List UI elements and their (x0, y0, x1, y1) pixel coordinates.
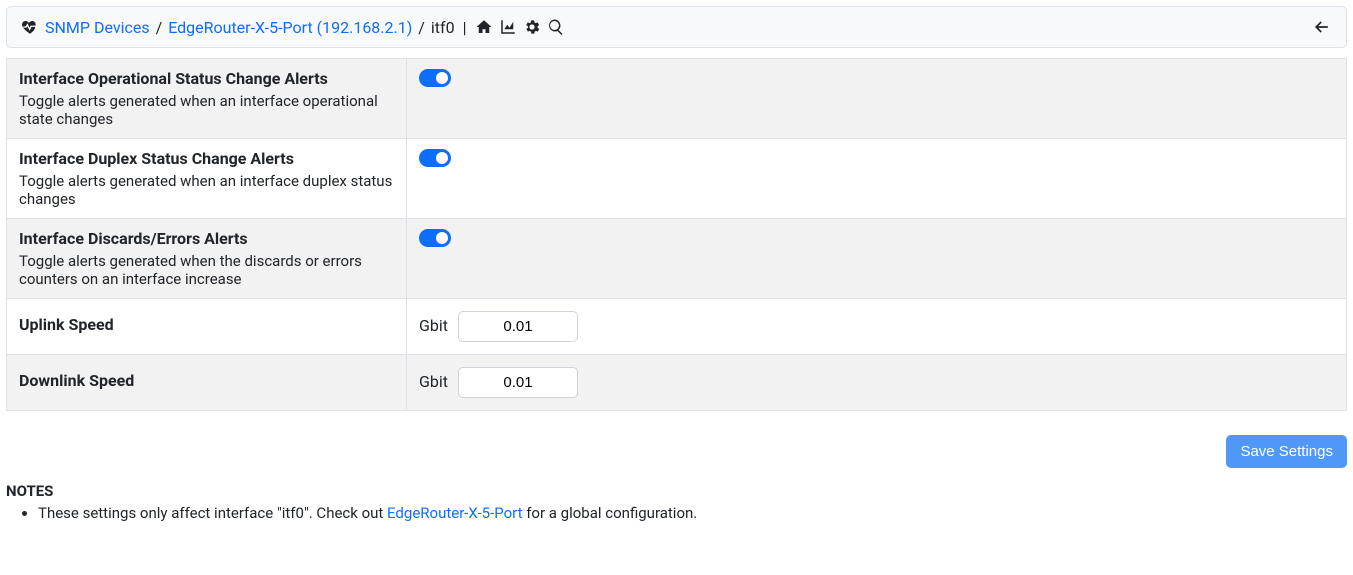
heartbeat-icon (21, 18, 39, 36)
setting-description: Toggle alerts generated when the discard… (19, 252, 394, 288)
notes-list: These settings only affect interface "it… (6, 504, 1347, 522)
setting-title: Interface Duplex Status Change Alerts (19, 149, 394, 168)
uplink-speed-input[interactable] (458, 311, 578, 342)
downlink-unit-label: Gbit (419, 372, 448, 391)
notes-device-link[interactable]: EdgeRouter-X-5-Port (387, 504, 522, 522)
setting-title: Downlink Speed (19, 371, 394, 390)
notes-heading: NOTES (6, 482, 1347, 500)
notes-item: These settings only affect interface "it… (38, 504, 1347, 522)
breadcrumb-bar: SNMP Devices / EdgeRouter-X-5-Port (192.… (6, 6, 1347, 48)
breadcrumb-separator: / (418, 18, 425, 37)
downlink-speed-input[interactable] (458, 367, 578, 398)
breadcrumb-current: itf0 (431, 18, 455, 37)
toggle-discards-errors-alerts[interactable] (419, 229, 451, 247)
setting-title: Interface Operational Status Change Aler… (19, 69, 394, 88)
notes-section: NOTES These settings only affect interfa… (6, 482, 1347, 522)
chart-icon[interactable] (499, 18, 517, 36)
breadcrumb-separator: / (156, 18, 163, 37)
gear-icon[interactable] (523, 18, 541, 36)
setting-row-duplex-alerts: Interface Duplex Status Change Alerts To… (7, 139, 1347, 219)
setting-row-discards-errors-alerts: Interface Discards/Errors Alerts Toggle … (7, 219, 1347, 299)
toggle-duplex-alerts[interactable] (419, 149, 451, 167)
pipe-separator: | (461, 18, 469, 37)
save-settings-button[interactable]: Save Settings (1226, 435, 1347, 468)
notes-text-prefix: These settings only affect interface "it… (38, 504, 387, 522)
setting-description: Toggle alerts generated when an interfac… (19, 92, 394, 128)
setting-row-downlink-speed: Downlink Speed Gbit (7, 355, 1347, 411)
setting-row-operational-alerts: Interface Operational Status Change Aler… (7, 59, 1347, 139)
actions-bar: Save Settings (6, 435, 1347, 468)
toggle-operational-alerts[interactable] (419, 69, 451, 87)
uplink-unit-label: Gbit (419, 316, 448, 335)
setting-row-uplink-speed: Uplink Speed Gbit (7, 299, 1347, 355)
setting-description: Toggle alerts generated when an interfac… (19, 172, 394, 208)
setting-title: Uplink Speed (19, 315, 394, 334)
breadcrumb: SNMP Devices / EdgeRouter-X-5-Port (192.… (21, 18, 565, 37)
settings-table: Interface Operational Status Change Aler… (6, 58, 1347, 411)
breadcrumb-root-link[interactable]: SNMP Devices (45, 18, 150, 37)
breadcrumb-device-link[interactable]: EdgeRouter-X-5-Port (192.168.2.1) (168, 18, 412, 37)
notes-text-suffix: for a global configuration. (523, 504, 698, 522)
back-arrow-icon[interactable] (1312, 17, 1332, 37)
home-icon[interactable] (475, 18, 493, 36)
setting-title: Interface Discards/Errors Alerts (19, 229, 394, 248)
magnify-icon[interactable] (547, 18, 565, 36)
